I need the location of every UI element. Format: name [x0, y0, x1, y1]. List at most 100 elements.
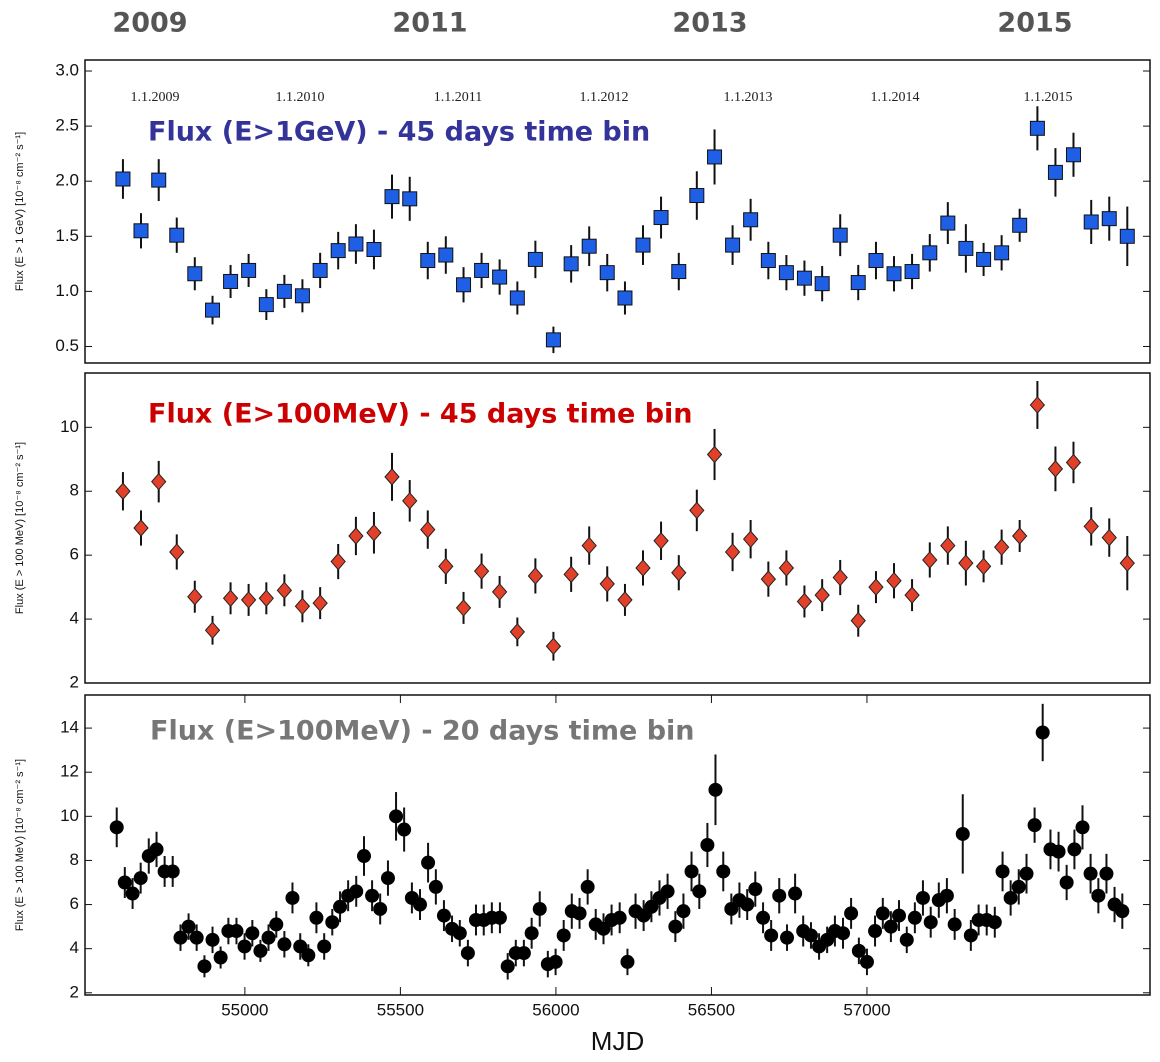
data-point [115, 171, 131, 187]
data-point [366, 242, 382, 258]
data-point [438, 557, 454, 576]
data-point [764, 928, 779, 943]
x-tick-label: 56500 [688, 1000, 735, 1019]
data-point [995, 864, 1010, 879]
data-point [868, 924, 883, 939]
plot-frame [84, 59, 1151, 364]
data-point [421, 855, 436, 870]
data-point [258, 589, 275, 608]
data-point [814, 586, 830, 604]
data-point [285, 890, 300, 905]
data-point [420, 253, 436, 269]
data-point [1099, 866, 1114, 881]
data-point [653, 532, 669, 550]
data-point [572, 906, 587, 921]
data-point [772, 888, 787, 903]
data-point [1029, 120, 1045, 136]
data-point [778, 559, 795, 577]
data-point [1083, 866, 1098, 881]
data-point [706, 445, 723, 464]
data-point [189, 930, 204, 945]
y-tick-label: 2.0 [55, 171, 79, 190]
year-label: 2015 [997, 8, 1072, 39]
year-label: 2011 [392, 8, 467, 39]
data-point [473, 562, 490, 580]
date-annotation: 1.1.2014 [871, 90, 920, 105]
data-point [269, 917, 284, 932]
data-point [850, 611, 866, 630]
y-tick-label: 8 [70, 850, 79, 869]
data-point [187, 266, 203, 282]
data-point [1083, 214, 1099, 230]
data-point [886, 571, 902, 590]
data-point [922, 551, 938, 569]
data-point [222, 589, 239, 608]
data-point [676, 904, 691, 919]
data-point [891, 908, 906, 923]
data-point [491, 583, 508, 601]
data-point [644, 899, 659, 914]
data-point [245, 926, 260, 941]
data-point [724, 543, 741, 561]
y-axis-label: Flux (E > 100 MeV) [10⁻⁸ cm⁻² s⁻¹] [14, 759, 26, 931]
data-point [384, 468, 400, 486]
data-point [412, 897, 427, 912]
data-point [660, 884, 675, 899]
y-tick-label: 14 [60, 718, 79, 737]
y-tick-label: 10 [60, 417, 79, 436]
data-point [366, 524, 382, 542]
x-tick-label: 57000 [843, 1000, 890, 1019]
data-point [904, 586, 920, 604]
data-point [365, 888, 380, 903]
data-point [581, 238, 597, 254]
x-tick-label: 56000 [532, 1000, 579, 1019]
data-point [756, 910, 771, 925]
data-point [276, 283, 292, 299]
data-point [635, 237, 651, 253]
data-point [277, 937, 292, 952]
data-point [223, 273, 239, 289]
data-point [868, 253, 884, 269]
data-point [708, 782, 723, 797]
data-point [671, 563, 687, 582]
y-tick-label: 10 [60, 806, 79, 825]
data-point [294, 288, 310, 304]
data-point [851, 943, 866, 958]
data-point [384, 189, 400, 205]
data-point [904, 264, 920, 280]
y-tick-label: 2 [70, 672, 79, 691]
data-point [500, 959, 515, 974]
data-point [373, 901, 388, 916]
data-point [151, 472, 167, 491]
data-point [1119, 228, 1135, 244]
data-point [402, 191, 418, 207]
y-tick-label: 6 [70, 894, 79, 913]
data-point [1019, 866, 1034, 881]
data-point [149, 842, 164, 857]
data-point [653, 210, 669, 226]
data-point [187, 587, 203, 606]
data-point [899, 932, 914, 947]
data-point [788, 886, 803, 901]
data-point [492, 910, 507, 925]
data-group [109, 703, 1130, 980]
data-point [527, 567, 544, 585]
data-point [987, 915, 1002, 930]
y-tick-label: 6 [70, 545, 79, 564]
data-point [1047, 164, 1063, 180]
data-point [796, 592, 813, 611]
data-point [309, 910, 324, 925]
data-point [1012, 527, 1028, 545]
data-point [258, 297, 274, 313]
data-point [803, 928, 818, 943]
y-axis-label: Flux (E > 1 GeV) [10⁻⁸ cm⁻² s⁻¹] [14, 132, 26, 291]
data-point [994, 245, 1010, 261]
data-point [197, 959, 212, 974]
data-point [492, 269, 508, 285]
data-point [438, 247, 454, 263]
year-label: 2009 [112, 8, 187, 39]
data-point [684, 864, 699, 879]
data-point [725, 237, 741, 253]
data-point [253, 943, 268, 958]
data-point [294, 597, 311, 616]
